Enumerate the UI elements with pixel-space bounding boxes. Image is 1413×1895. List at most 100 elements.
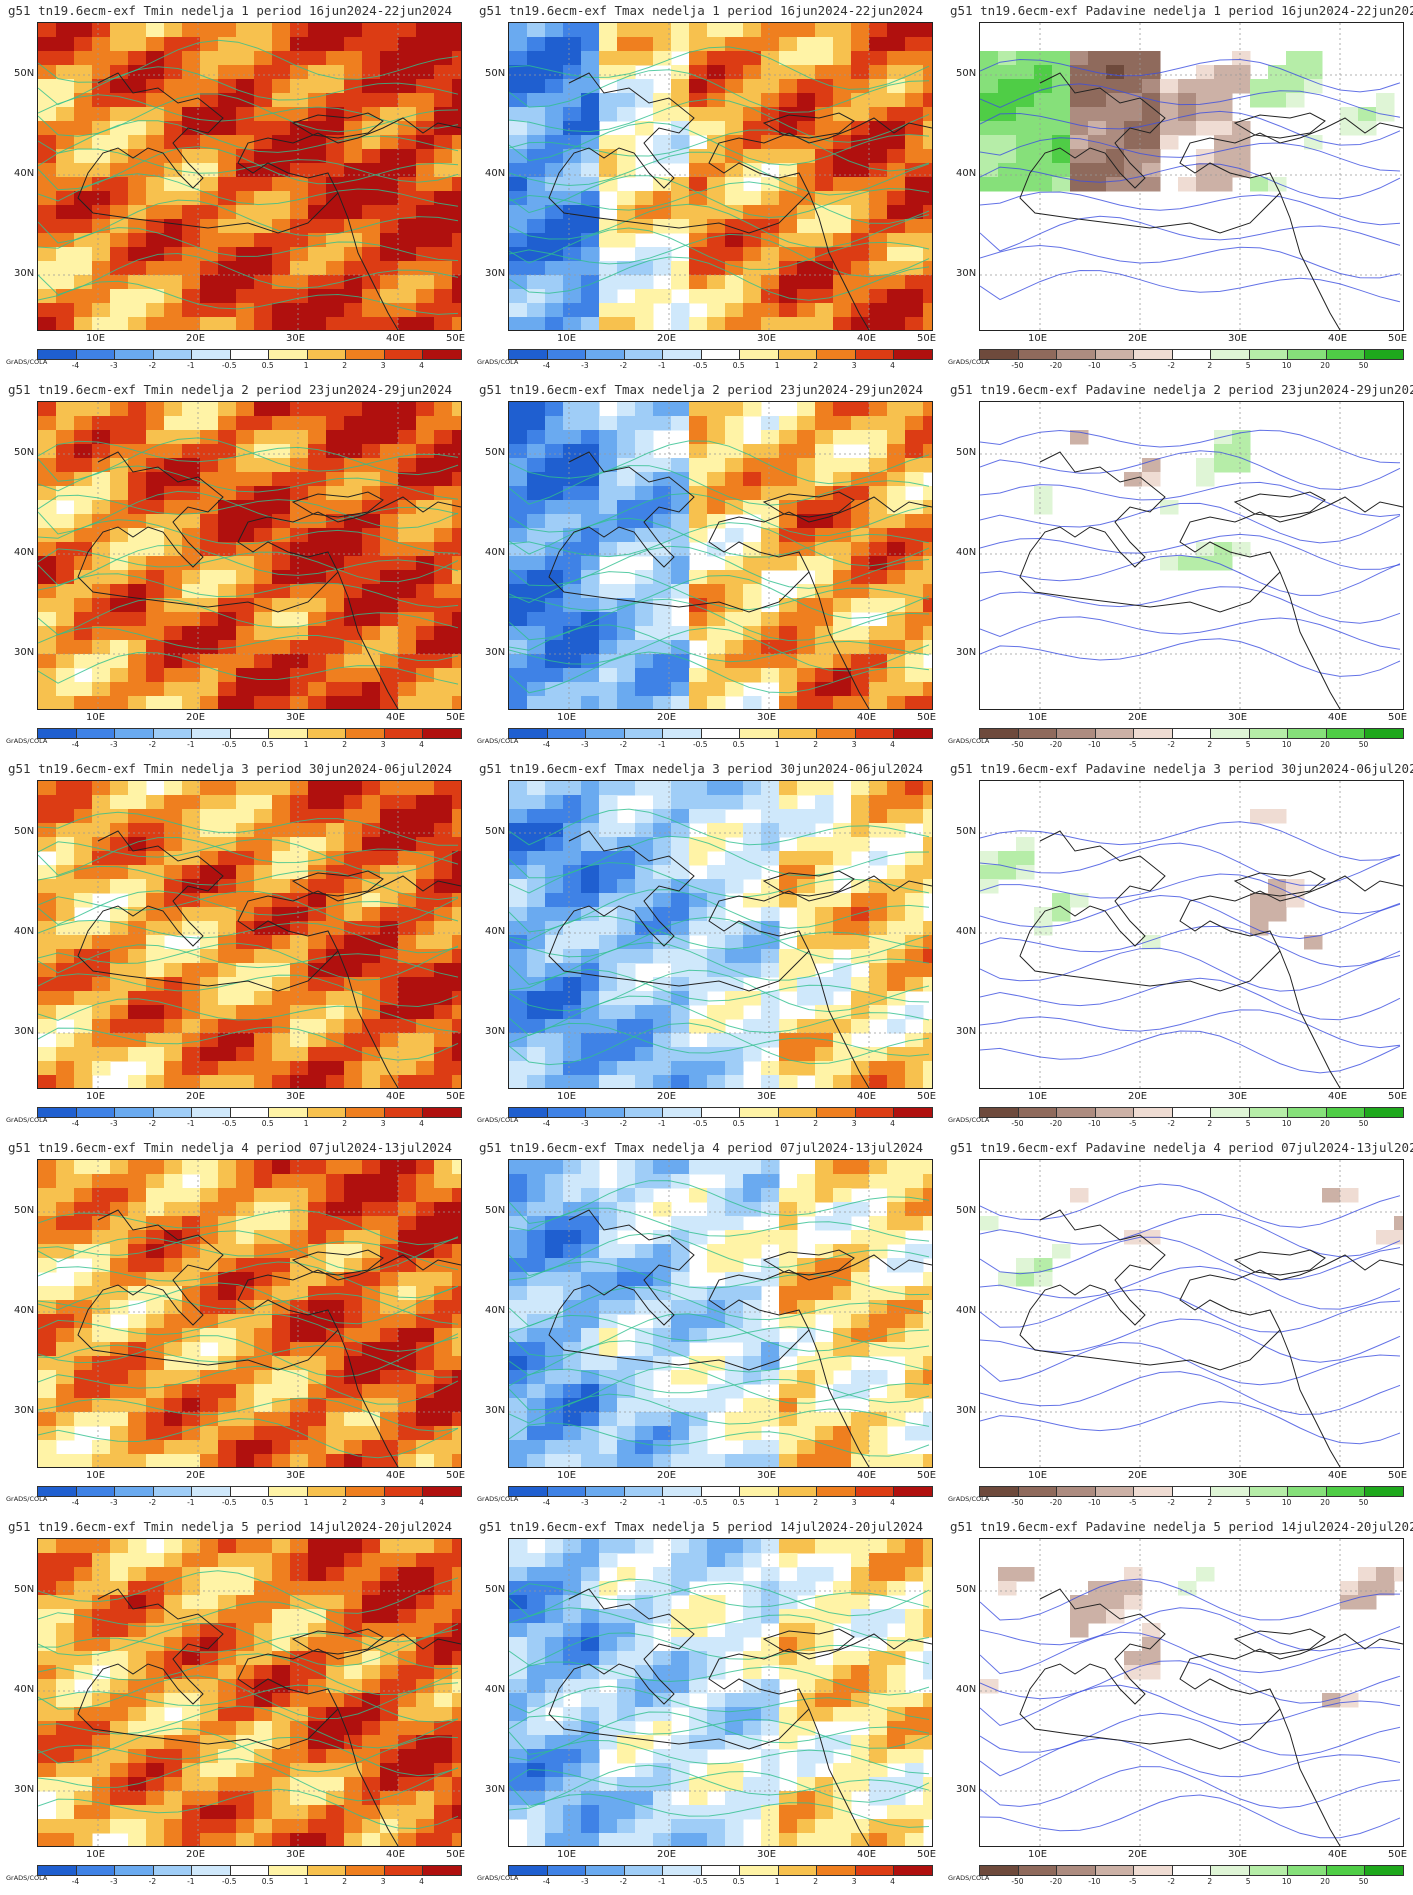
anomaly-cell xyxy=(887,444,906,459)
anomaly-cell xyxy=(164,416,183,431)
anomaly-cell xyxy=(326,1412,345,1427)
anomaly-map xyxy=(37,401,462,710)
anomaly-cell xyxy=(1214,556,1233,571)
anomaly-cell xyxy=(869,668,888,683)
contour-line xyxy=(509,1393,930,1427)
anomaly-cell xyxy=(182,1188,201,1203)
anomaly-cell xyxy=(509,1005,528,1020)
anomaly-cell xyxy=(92,177,111,192)
anomaly-cell xyxy=(581,977,600,992)
anomaly-cell xyxy=(254,528,273,543)
anomaly-cell xyxy=(164,500,183,515)
anomaly-cell xyxy=(1016,135,1035,150)
anomaly-cell xyxy=(1214,65,1233,80)
anomaly-cell xyxy=(599,500,618,515)
anomaly-cell xyxy=(509,416,528,431)
anomaly-cell xyxy=(452,1272,461,1287)
anomaly-cell xyxy=(563,1244,582,1259)
anomaly-cell xyxy=(110,949,129,964)
anomaly-cell xyxy=(635,1160,654,1175)
anomaly-cell xyxy=(563,584,582,599)
anomaly-cell xyxy=(74,626,93,641)
anomaly-cell xyxy=(563,458,582,473)
anomaly-cell xyxy=(815,977,834,992)
anomaly-cell xyxy=(743,1188,762,1203)
contour-line xyxy=(509,1022,930,1066)
anomaly-cell xyxy=(164,1061,183,1076)
anomaly-cell xyxy=(146,1174,165,1189)
anomaly-cell xyxy=(146,1370,165,1385)
anomaly-cell xyxy=(761,528,780,543)
anomaly-cell xyxy=(56,1356,75,1371)
anomaly-cell xyxy=(236,1202,255,1217)
panel-title: g51 tn19.6ecm-exf Tmax nedelja 2 period … xyxy=(479,382,924,397)
anomaly-cell xyxy=(200,781,219,796)
color-scale-swatch xyxy=(115,1487,154,1496)
anomaly-cell xyxy=(833,584,852,599)
anomaly-cell xyxy=(743,65,762,80)
anomaly-cell xyxy=(923,486,932,501)
anomaly-cell xyxy=(380,612,399,627)
anomaly-cell xyxy=(1088,177,1107,192)
anomaly-cell xyxy=(164,177,183,192)
anomaly-cell xyxy=(833,1384,852,1399)
anomaly-cell xyxy=(200,1567,219,1582)
anomaly-cell xyxy=(599,1426,618,1441)
anomaly-cell xyxy=(887,542,906,557)
anomaly-cell xyxy=(164,1314,183,1329)
anomaly-cell xyxy=(509,795,528,810)
anomaly-cell xyxy=(200,430,219,445)
anomaly-cell xyxy=(308,163,327,178)
anomaly-cell xyxy=(617,149,636,164)
panel-tmin-week-3: g51 tn19.6ecm-exf Tmin nedelja 3 period … xyxy=(0,758,471,1137)
anomaly-cell xyxy=(326,907,345,922)
anomaly-cell xyxy=(272,556,291,571)
color-scale-swatch xyxy=(1211,1108,1250,1117)
coastline xyxy=(77,830,461,992)
color-scale-tick-label: -2 xyxy=(1167,1119,1176,1128)
anomaly-cell xyxy=(362,682,381,697)
anomaly-cell xyxy=(344,1202,363,1217)
anomaly-cell xyxy=(218,823,237,838)
anomaly-cell xyxy=(74,317,93,330)
anomaly-cell xyxy=(92,1300,111,1315)
anomaly-cell xyxy=(923,1454,932,1467)
anomaly-cell xyxy=(761,823,780,838)
anomaly-cell xyxy=(635,865,654,880)
latitude-label: 50N xyxy=(14,68,35,79)
anomaly-cell xyxy=(38,416,57,431)
anomaly-cell xyxy=(344,472,363,487)
latitude-label: 40N xyxy=(485,168,506,179)
anomaly-cell xyxy=(653,991,672,1006)
grads-credit: GrADS/COLA xyxy=(6,737,48,745)
anomaly-cell xyxy=(923,612,932,627)
anomaly-cell xyxy=(725,191,744,206)
anomaly-cell xyxy=(563,121,582,136)
anomaly-cell xyxy=(200,1539,219,1554)
anomaly-cell xyxy=(527,1398,546,1413)
contour-line xyxy=(509,121,930,166)
anomaly-cell xyxy=(725,626,744,641)
anomaly-cell xyxy=(815,303,834,318)
color-scale-tick-label: 2 xyxy=(342,1119,348,1128)
anomaly-cell xyxy=(380,935,399,950)
color-scale-ticks: -50 -20 -10 -5 -2 2 5 10 20 50 xyxy=(979,1498,1402,1510)
anomaly-cell xyxy=(707,402,726,417)
anomaly-cell xyxy=(761,1230,780,1245)
anomaly-cell xyxy=(164,219,183,234)
anomaly-cell xyxy=(509,472,528,487)
anomaly-cell xyxy=(290,1202,309,1217)
contour-line xyxy=(509,1368,930,1404)
anomaly-cell xyxy=(761,795,780,810)
anomaly-cell xyxy=(635,921,654,936)
anomaly-cell xyxy=(869,977,888,992)
anomaly-cell xyxy=(617,935,636,950)
anomaly-cell xyxy=(725,1244,744,1259)
anomaly-cell xyxy=(905,65,924,80)
anomaly-cell xyxy=(200,261,219,276)
anomaly-cell xyxy=(362,668,381,683)
contour-line xyxy=(38,1236,459,1271)
anomaly-cell xyxy=(56,556,75,571)
anomaly-cell xyxy=(200,949,219,964)
anomaly-cell xyxy=(851,809,870,824)
